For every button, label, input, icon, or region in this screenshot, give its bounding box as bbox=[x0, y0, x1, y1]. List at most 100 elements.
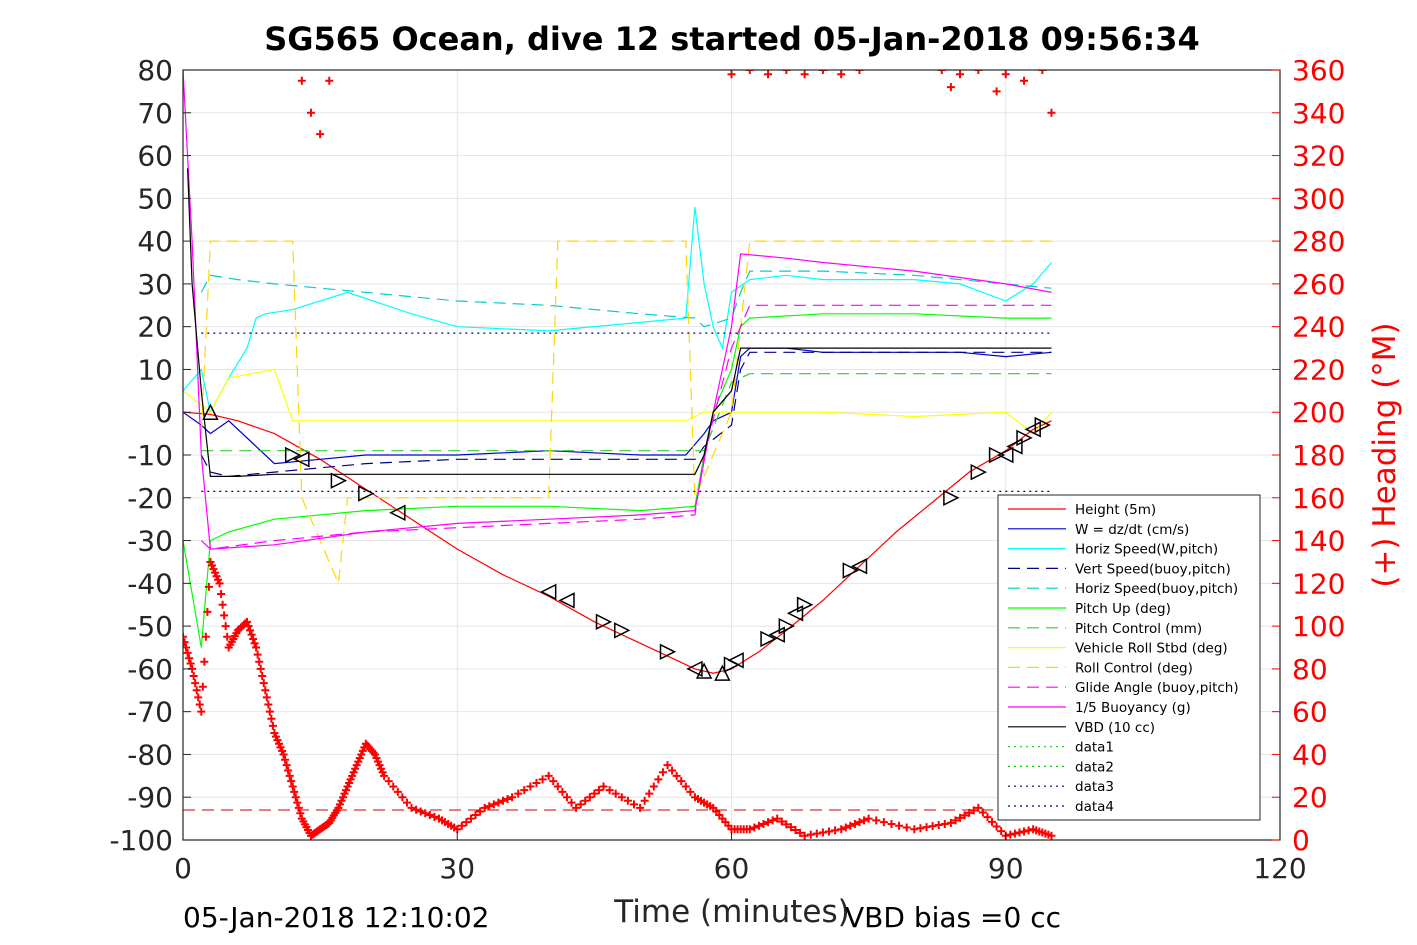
heading-marker bbox=[922, 823, 931, 832]
heading-marker bbox=[195, 700, 204, 709]
heading-marker bbox=[594, 786, 603, 795]
footer-vbd-bias: VBD bias =0 cc bbox=[845, 901, 1061, 934]
heading-marker bbox=[668, 766, 677, 775]
heading-marker bbox=[759, 819, 768, 828]
series-line-0 bbox=[183, 411, 1052, 674]
heading-marker bbox=[681, 782, 690, 791]
heading-marker bbox=[217, 590, 226, 599]
heading-marker bbox=[946, 818, 955, 827]
heading-marker bbox=[244, 622, 253, 631]
heading-marker bbox=[287, 777, 296, 786]
triangle-marker-right bbox=[778, 617, 796, 635]
heading-marker bbox=[940, 819, 949, 828]
heading-marker bbox=[860, 816, 869, 825]
heading-marker bbox=[201, 632, 210, 641]
heading-marker bbox=[806, 830, 815, 839]
heading-marker bbox=[576, 800, 585, 809]
y-tick-label: 0 bbox=[155, 396, 173, 429]
heading-marker bbox=[887, 819, 896, 828]
heading-marker bbox=[250, 639, 259, 648]
y-tick-label: 10 bbox=[137, 353, 173, 386]
heading-marker bbox=[663, 761, 672, 770]
heading-marker bbox=[398, 793, 407, 802]
triangle-marker-left bbox=[293, 451, 310, 468]
x-tick-label: 60 bbox=[714, 852, 750, 885]
triangle-marker-up bbox=[695, 662, 713, 679]
y-tick-label: 40 bbox=[137, 225, 173, 258]
legend-label: Pitch Up (deg) bbox=[1075, 601, 1171, 617]
series-line-4 bbox=[200, 270, 1052, 328]
heading-marker bbox=[686, 787, 695, 796]
heading-marker bbox=[288, 782, 297, 791]
heading-marker bbox=[259, 679, 268, 688]
heading-marker bbox=[978, 808, 987, 817]
heading-marker bbox=[645, 789, 654, 798]
series-line-6 bbox=[201, 373, 1052, 452]
heading-marker bbox=[262, 693, 271, 702]
triangle-marker-up bbox=[202, 403, 219, 420]
y-tick-label: 80 bbox=[137, 54, 173, 87]
heading-marker-high bbox=[855, 70, 864, 74]
legend-label: W = dz/dt (cm/s) bbox=[1075, 522, 1189, 538]
heading-marker bbox=[183, 638, 189, 647]
heading-marker bbox=[672, 771, 681, 780]
heading-marker bbox=[864, 814, 873, 823]
heading-marker bbox=[825, 827, 834, 836]
series-line-11 bbox=[187, 168, 1052, 477]
heading-marker-high bbox=[316, 130, 325, 139]
heading-marker bbox=[247, 630, 256, 639]
heading-marker bbox=[514, 789, 523, 798]
heading-marker bbox=[581, 796, 590, 805]
heading-marker bbox=[389, 782, 398, 791]
heading-marker bbox=[562, 793, 571, 802]
heading-marker bbox=[191, 679, 200, 688]
heading-marker bbox=[567, 798, 576, 807]
heading-marker bbox=[818, 828, 827, 837]
legend-label: data3 bbox=[1075, 779, 1114, 795]
y-axis-right: 0 20 40 60 80 100 120 140 160 180 200 220 240 260 280 3… bbox=[1272, 54, 1345, 857]
y-right-tick-label: 220 bbox=[1292, 353, 1345, 386]
heading-marker bbox=[649, 782, 658, 791]
triangle-marker-left bbox=[768, 626, 785, 643]
y-right-tick-label: 260 bbox=[1292, 268, 1345, 301]
heading-marker bbox=[249, 634, 258, 643]
y-right-tick-label: 140 bbox=[1292, 525, 1345, 558]
triangle-marker-right bbox=[1016, 429, 1033, 447]
heading-marker bbox=[453, 825, 462, 834]
triangle-marker-left bbox=[389, 504, 406, 521]
heading-marker bbox=[538, 775, 547, 784]
heading-marker bbox=[983, 813, 992, 822]
heading-marker-high bbox=[1047, 108, 1056, 117]
heading-marker bbox=[253, 650, 262, 659]
heading-marker bbox=[194, 693, 203, 702]
y-tick-label: 70 bbox=[137, 97, 173, 130]
heading-marker-high bbox=[1001, 70, 1010, 79]
heading-marker bbox=[186, 659, 195, 668]
series-line-7 bbox=[183, 368, 1052, 435]
heading-marker bbox=[223, 632, 232, 641]
y-right-tick-label: 20 bbox=[1292, 781, 1328, 814]
y-tick-label: -10 bbox=[127, 439, 173, 472]
heading-marker bbox=[279, 750, 288, 759]
triangle-marker-left bbox=[558, 592, 575, 609]
heading-marker bbox=[590, 789, 599, 798]
legend-label: VBD (10 cc) bbox=[1075, 720, 1155, 736]
heading-marker bbox=[183, 648, 192, 657]
triangle-marker-left bbox=[1006, 438, 1023, 455]
x-tick-label: 30 bbox=[439, 852, 475, 885]
heading-marker bbox=[256, 664, 265, 673]
heading-marker bbox=[658, 768, 667, 777]
heading-marker bbox=[261, 686, 270, 695]
heading-marker bbox=[850, 819, 859, 828]
triangle-marker-right bbox=[970, 463, 988, 481]
heading-marker bbox=[654, 775, 663, 784]
y-tick-label: -20 bbox=[127, 482, 173, 515]
heading-marker bbox=[837, 825, 846, 834]
heading-marker bbox=[476, 807, 485, 816]
heading-marker bbox=[1015, 828, 1024, 837]
heading-marker bbox=[268, 721, 277, 730]
legend-label: Horiz Speed(buoy,pitch) bbox=[1075, 581, 1238, 597]
heading-marker bbox=[532, 778, 541, 787]
triangle-marker-up bbox=[714, 664, 731, 681]
heading-marker bbox=[255, 657, 264, 666]
